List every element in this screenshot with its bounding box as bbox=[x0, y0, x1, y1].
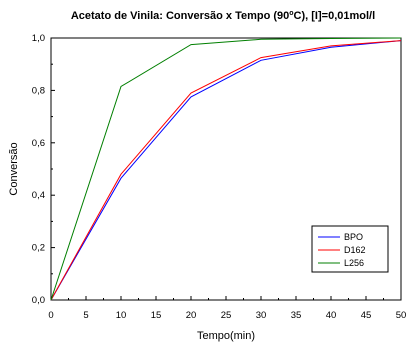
chart-title-rest: C), [I]=0,01mol/l bbox=[294, 10, 376, 22]
y-axis-ticks: 0,0 0,2 0,4 0,6 0,8 1,0 bbox=[32, 33, 55, 306]
x-tick-label: 15 bbox=[151, 310, 162, 321]
series-line-l256 bbox=[50, 37, 402, 301]
x-tick-label: 5 bbox=[83, 310, 88, 321]
legend-label-bpo: BPO bbox=[344, 232, 363, 242]
legend: BPO D162 L256 bbox=[311, 225, 389, 273]
x-tick-label: 40 bbox=[326, 310, 337, 321]
x-tick-label: 0 bbox=[48, 310, 53, 321]
series-line-d162 bbox=[50, 40, 402, 301]
y-tick-label: 0,8 bbox=[32, 85, 45, 96]
x-tick-label: 20 bbox=[186, 310, 197, 321]
x-tick-label: 45 bbox=[361, 310, 372, 321]
legend-label-d162: D162 bbox=[344, 245, 366, 255]
y-tick-label: 0,2 bbox=[32, 243, 45, 254]
y-axis-label: Conversão bbox=[8, 142, 20, 195]
series-lines bbox=[50, 37, 402, 301]
series-line-bpo bbox=[50, 40, 402, 301]
y-tick-label: 0,0 bbox=[32, 295, 45, 306]
y-tick-label: 0,4 bbox=[32, 190, 45, 201]
y-tick-label: 0,6 bbox=[32, 138, 45, 149]
chart-title-superscript: o bbox=[289, 10, 293, 17]
legend-label-l256: L256 bbox=[344, 258, 364, 268]
x-tick-label: 25 bbox=[221, 310, 232, 321]
chart-title-main: Acetato de Vinila: Conversão x Tempo (90 bbox=[71, 10, 289, 22]
x-axis-ticks: 0 5 10 15 20 25 30 35 40 45 50 bbox=[48, 296, 406, 321]
x-axis-label: Tempo(min) bbox=[197, 330, 255, 342]
x-tick-label: 10 bbox=[116, 310, 127, 321]
x-tick-label: 30 bbox=[256, 310, 267, 321]
legend-box bbox=[311, 225, 389, 273]
y-tick-label: 1,0 bbox=[32, 33, 45, 44]
x-tick-label: 35 bbox=[291, 310, 302, 321]
x-tick-label: 50 bbox=[396, 310, 407, 321]
chart-title: Acetato de Vinila: Conversão x Tempo (90… bbox=[71, 10, 375, 22]
legend-items: BPO D162 L256 bbox=[318, 232, 366, 268]
